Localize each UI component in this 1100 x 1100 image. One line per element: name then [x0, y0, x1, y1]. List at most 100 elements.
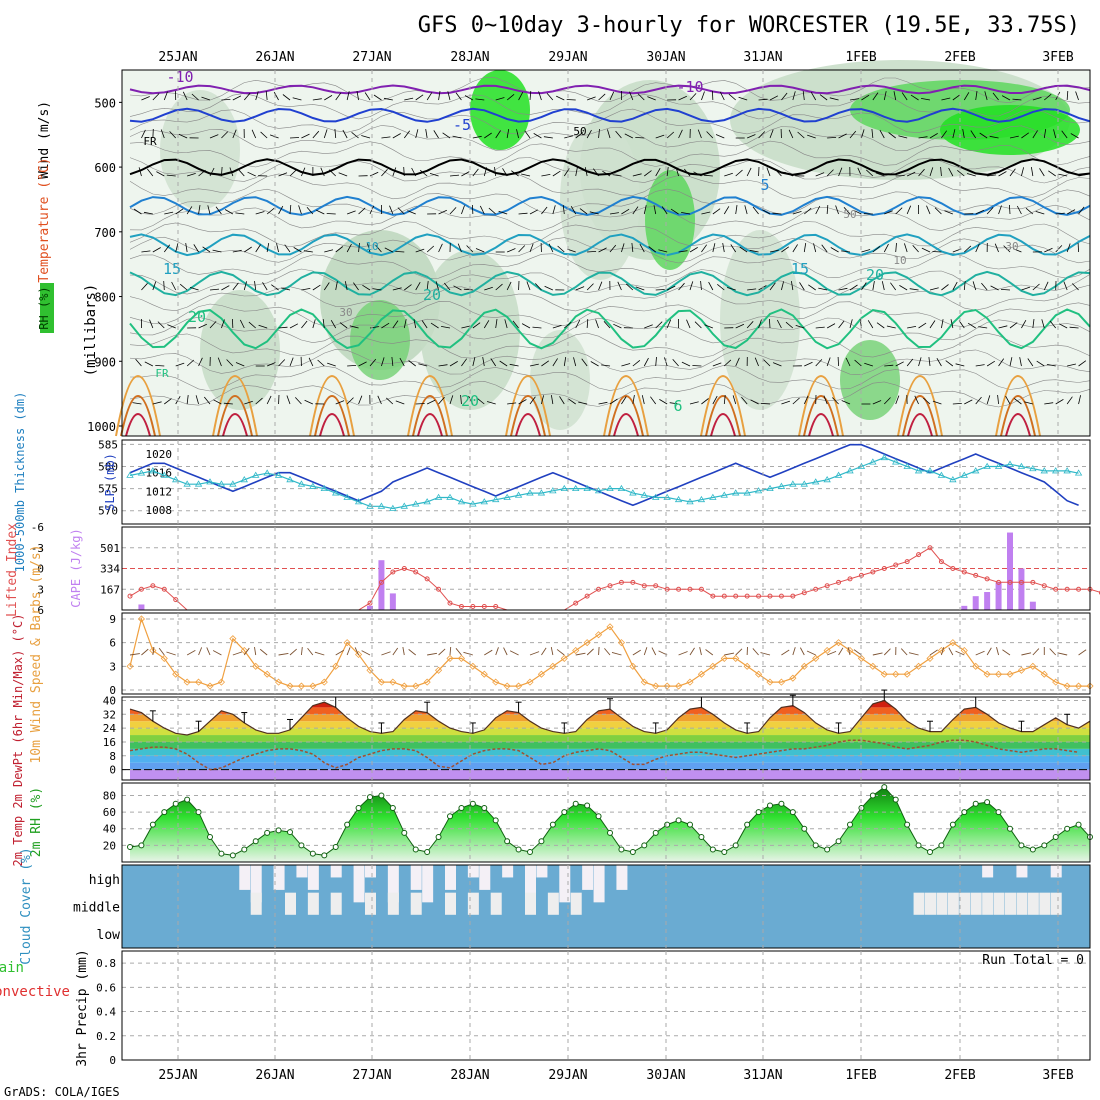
contour-line [129, 316, 1091, 344]
wind-barb [407, 210, 416, 215]
wind-barb [511, 170, 519, 177]
lifted-index-point [1018, 579, 1024, 585]
lifted-index-point [493, 604, 499, 610]
wind-barb [346, 397, 354, 405]
wind-barb [224, 209, 234, 215]
date-label-top: 30JAN [646, 50, 685, 65]
rh-frame [121, 782, 1091, 863]
wind-barb [815, 205, 821, 215]
wind-barb [603, 321, 611, 329]
wind-barb [717, 283, 725, 291]
contour-label: 20 [423, 286, 441, 304]
wind-barb [175, 208, 184, 215]
wind-barb [381, 357, 385, 367]
thickness-point [274, 471, 283, 478]
contour-label: -5 [453, 116, 471, 134]
wind-barb [712, 208, 721, 215]
wind-speed-point [412, 682, 420, 690]
lifted-index-point [984, 576, 990, 582]
thickness-point [617, 484, 626, 492]
rh-blob [530, 330, 590, 430]
wind-barb [797, 131, 805, 139]
wind-barb [301, 167, 306, 177]
wind-barb [349, 325, 359, 329]
wind-barb [1046, 364, 1056, 367]
wind-barb [632, 395, 635, 405]
rh-point [504, 838, 511, 845]
wind-barb [881, 281, 885, 291]
wind-barb [463, 651, 473, 656]
thickness-point [252, 471, 260, 478]
wind-barb [217, 357, 222, 367]
lifted-cape-panel: -6 -3 0 3 6 501 334 167 Lifted Index CAPE (J/kg) [5, 521, 1100, 617]
wind-barb [286, 395, 291, 405]
rh-point [218, 850, 225, 857]
wind-barb [838, 167, 843, 177]
rh-point [835, 838, 842, 845]
wind-barb [202, 246, 211, 253]
wind-barb [643, 357, 649, 367]
cloud-clear-middle [925, 892, 936, 915]
wind-barb [411, 167, 417, 177]
wind-barb [1021, 286, 1031, 291]
cloud-clear-middle [1039, 892, 1051, 915]
wind-speed-point [560, 654, 568, 662]
cape-bar [138, 604, 145, 610]
rh-point [161, 809, 168, 816]
wind-barb [541, 174, 551, 177]
wind-barb [609, 212, 619, 215]
cape-bar [378, 560, 385, 610]
temp-band [130, 735, 1090, 742]
rh-point [492, 817, 499, 824]
thickness-point [594, 487, 603, 494]
wind-barb [484, 286, 493, 291]
wind-barb [254, 646, 257, 656]
rh-tick: 20 [103, 839, 116, 852]
wind-speed-point [892, 670, 900, 678]
wind-barb [632, 649, 641, 656]
wind-barb [369, 171, 379, 177]
wind-barb [284, 244, 291, 253]
wind-barb [289, 169, 297, 177]
wind-barb [986, 647, 992, 656]
wind-speed-point [240, 646, 248, 655]
wind-barb [266, 362, 276, 367]
lifted-index-point [847, 576, 853, 582]
wind-barb [952, 403, 962, 405]
rh-point [812, 842, 819, 849]
wind-barb [658, 249, 668, 253]
wind-barb [992, 92, 999, 101]
lifted-index-point [1041, 583, 1047, 589]
wind-barb [1053, 129, 1057, 139]
wind-speed-point [960, 646, 968, 655]
wind-barb [1024, 401, 1033, 405]
wind-barb [502, 168, 508, 177]
thickness-point [514, 491, 523, 498]
wind-speed-point [926, 654, 934, 662]
contour-line [129, 77, 1091, 104]
wind-barb [984, 91, 988, 101]
contour-label: 6 [673, 397, 682, 415]
lifted-index-point [996, 579, 1002, 585]
wind-barb [281, 287, 291, 291]
rh-point [515, 846, 522, 853]
temp-frame [121, 696, 1091, 781]
rh-point [389, 804, 396, 811]
wind-barb [338, 172, 348, 177]
cloud-cover-panel: high middle low Cloud Cover (%) [19, 847, 1090, 965]
wind-barb [641, 395, 645, 405]
wind-barb [438, 243, 443, 253]
thickness-point [194, 480, 203, 487]
wind-barb [198, 323, 207, 329]
wind-barb [198, 357, 203, 367]
lifted-index-point [378, 579, 384, 585]
run-total-label: Run Total = 0 [982, 953, 1084, 968]
rh-point [1018, 842, 1025, 849]
wind-barb [421, 320, 428, 329]
wind-barb [384, 247, 394, 253]
wind-barb [957, 169, 965, 177]
lifted-index-point [1007, 579, 1013, 585]
wind-barb [326, 213, 336, 215]
contour-line [129, 252, 1091, 279]
wind-barb [990, 285, 999, 291]
